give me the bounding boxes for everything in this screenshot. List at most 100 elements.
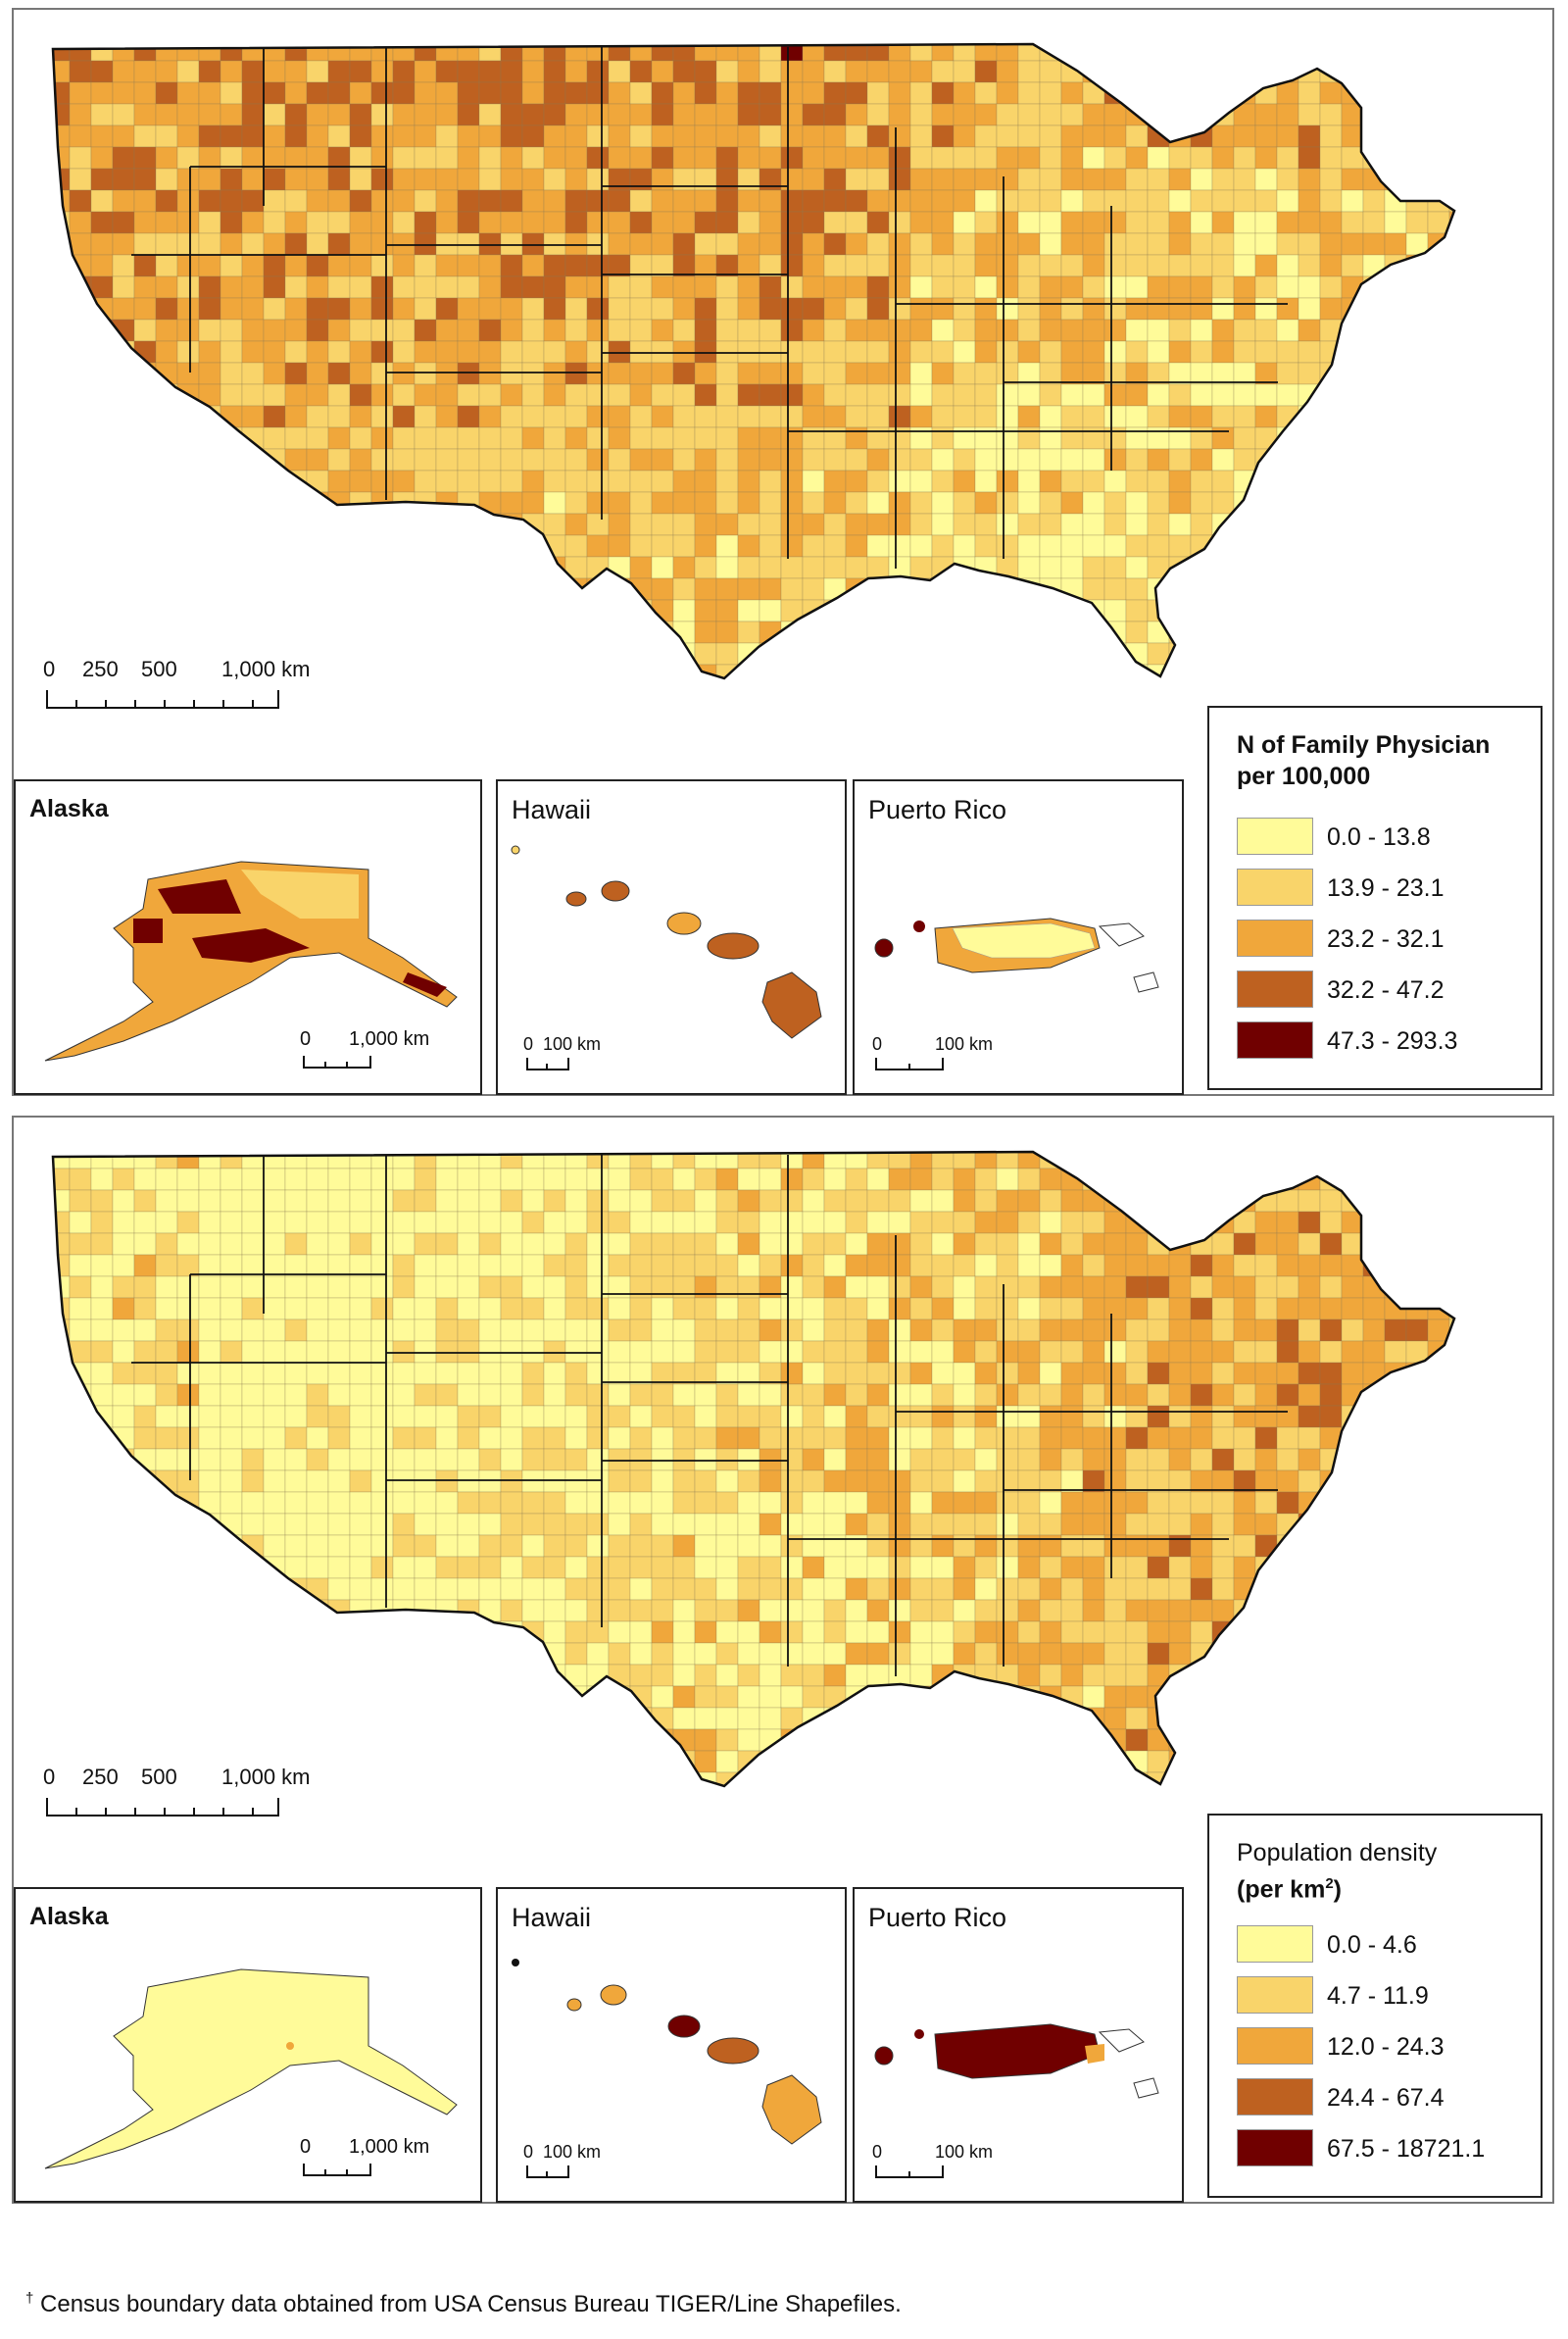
county-cell — [1405, 297, 1429, 321]
county-cell — [1254, 1297, 1278, 1320]
county-cell — [564, 448, 588, 472]
county-cell — [715, 1152, 739, 1170]
county-cell — [953, 1491, 976, 1515]
county-cell — [586, 124, 610, 148]
county-cell — [823, 405, 847, 428]
county-cell — [414, 664, 437, 678]
county-cell — [694, 1340, 717, 1364]
county-cell — [112, 621, 135, 644]
county-cell — [69, 1189, 92, 1213]
county-cell — [306, 232, 329, 256]
county-cell — [1362, 297, 1386, 321]
county-cell — [1254, 1599, 1278, 1622]
county-cell — [1125, 124, 1149, 148]
county-cell — [1384, 103, 1407, 126]
county-cell — [586, 362, 610, 385]
county-cell — [435, 44, 459, 62]
county-cell — [1254, 1577, 1278, 1601]
county-cell — [715, 383, 739, 407]
county-cell — [1362, 1362, 1386, 1385]
county-cell — [370, 319, 394, 342]
county-cell — [974, 1642, 998, 1666]
county-cell — [435, 642, 459, 666]
county-cell — [888, 362, 911, 385]
county-cell — [845, 556, 868, 579]
county-cell — [1427, 1232, 1450, 1256]
county-cell — [1060, 146, 1084, 170]
county-cell — [1211, 1254, 1235, 1277]
county-cell — [198, 448, 221, 472]
county-cell — [845, 1469, 868, 1493]
county-cell — [845, 124, 868, 148]
county-cell — [198, 254, 221, 277]
county-cell — [543, 1405, 566, 1428]
county-cell — [90, 1168, 114, 1191]
county-cell — [802, 81, 825, 105]
county-cell — [1276, 189, 1299, 213]
state-boundaries — [131, 47, 1288, 569]
county-cell — [953, 1513, 976, 1536]
county-cell — [155, 60, 178, 83]
county-cell — [414, 1750, 437, 1773]
county-cell — [823, 1642, 847, 1666]
county-cell — [478, 1405, 502, 1428]
county-cell — [931, 1642, 955, 1666]
county-cell — [866, 1707, 890, 1730]
county-cell — [866, 642, 890, 666]
county-cell — [996, 1383, 1019, 1407]
county-cell — [845, 448, 868, 472]
county-cell — [392, 1275, 416, 1299]
county-cell — [53, 1728, 71, 1752]
county-cell — [220, 340, 243, 364]
inset-scale-label-0: 0 — [523, 1034, 534, 1054]
county-cell — [1405, 1491, 1429, 1515]
county-cell — [457, 1168, 480, 1191]
county-cell — [500, 556, 523, 579]
county-cell — [133, 448, 157, 472]
county-cell — [1298, 146, 1321, 170]
county-cell — [629, 103, 653, 126]
county-cell — [478, 405, 502, 428]
county-cell — [306, 599, 329, 622]
county-cell — [888, 1275, 911, 1299]
county-cell — [1168, 1211, 1192, 1234]
county-cell — [564, 1556, 588, 1579]
county-cell — [651, 513, 674, 536]
county-cell — [867, 686, 889, 708]
county-cell — [392, 1319, 416, 1342]
county-cell — [1017, 1707, 1041, 1730]
county-cell — [953, 642, 976, 666]
county-cell — [909, 1152, 933, 1170]
county-cell — [478, 81, 502, 105]
county-cell — [457, 1383, 480, 1407]
county-cell — [500, 1405, 523, 1428]
county-cell — [608, 534, 631, 558]
county-cell — [1233, 124, 1256, 148]
county-cell — [543, 340, 566, 364]
county-cell — [629, 405, 653, 428]
county-cell — [888, 1254, 911, 1277]
county-cell — [392, 146, 416, 170]
county-cell — [910, 1794, 932, 1816]
county-cell — [1298, 340, 1321, 364]
county-cell — [306, 124, 329, 148]
county-cell — [155, 44, 178, 62]
county-cell — [759, 534, 782, 558]
county-cell — [1298, 211, 1321, 234]
county-cell — [1276, 146, 1299, 170]
county-cell — [996, 44, 1019, 62]
county-cell — [931, 1254, 955, 1277]
county-cell — [1168, 664, 1192, 678]
county-cell — [241, 577, 265, 601]
county-cell — [564, 1189, 588, 1213]
county-cell — [672, 1642, 696, 1666]
county-cell — [478, 1513, 502, 1536]
county-cell — [694, 1168, 717, 1191]
county-cell — [845, 470, 868, 493]
county-cell — [349, 103, 372, 126]
county-cell — [1298, 1771, 1321, 1786]
county-cell — [931, 621, 955, 644]
county-cell — [586, 1750, 610, 1773]
county-cell — [112, 1405, 135, 1428]
county-cell — [866, 44, 890, 62]
